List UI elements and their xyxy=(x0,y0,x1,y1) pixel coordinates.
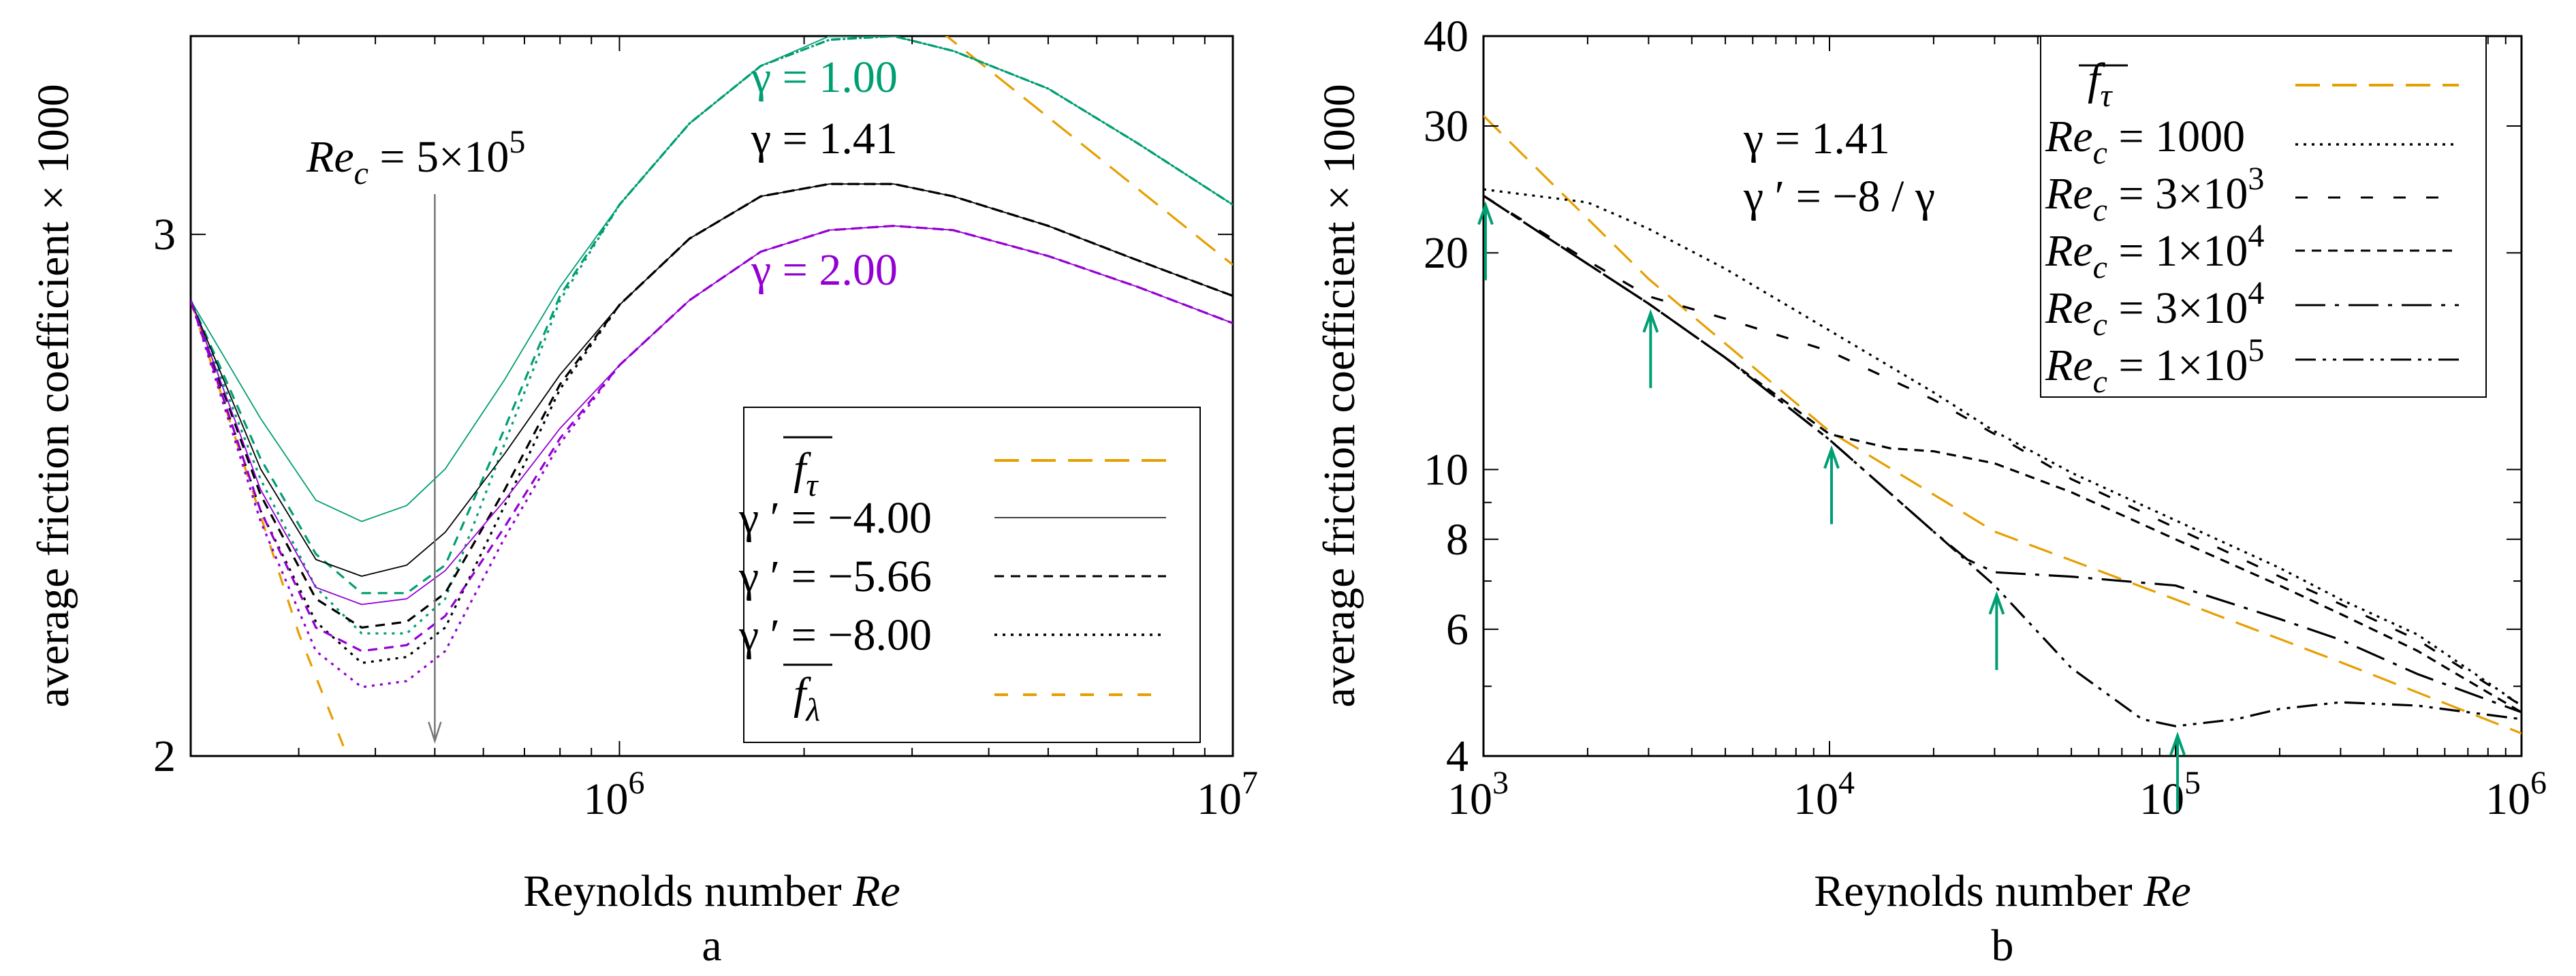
x-tick-label: 105 xyxy=(2139,765,2201,824)
legend-label-rec-3e3: Rec = 3×103 xyxy=(2045,161,2264,228)
legend-label-rec-1000: Rec = 1000 xyxy=(2045,112,2245,171)
series-line-7 xyxy=(191,183,1233,665)
y-tick-label: 2 xyxy=(153,731,176,781)
transition-arrowhead-4 xyxy=(2169,731,2186,755)
series-line-9 xyxy=(191,225,1233,652)
series-line-4 xyxy=(191,36,1233,635)
series-line-0 xyxy=(1483,114,2522,735)
legend-box xyxy=(2040,35,2487,398)
gamma-annotation-line-2: γ ′ = −8 / γ xyxy=(1743,172,1935,221)
legend-label-rec-1e5: Rec = 1×105 xyxy=(2045,332,2264,400)
panel-a: 106 107 2 3 Rec = 5×105 γ = 1.00 γ = 1.41 γ… xyxy=(29,35,1258,971)
panel-b: 103 104 105 106 4 6 8 10 20 30 40 γ = 1.41 γ ′ = −… xyxy=(1315,12,2547,971)
panel-b-y-axis-label: average friction coefficient × 1000 xyxy=(1315,84,1364,708)
series-line-4 xyxy=(1483,195,2522,714)
legend-label-rec-1e4: Rec = 1×104 xyxy=(2045,218,2264,285)
x-tick-label: 104 xyxy=(1793,765,1855,824)
panel-b-plot-frame xyxy=(1482,35,2523,757)
series-line-1 xyxy=(1483,188,2522,707)
transition-arrowhead-0 xyxy=(1477,201,1494,225)
x-tick-label: 107 xyxy=(1197,765,1258,824)
legend-box xyxy=(743,407,1201,743)
y-tick-label: 8 xyxy=(1446,515,1468,565)
panel-b-legend: fτ Rec = 1000 Rec = 3×103 Rec = 1×104 Re… xyxy=(2040,35,2487,400)
panel-b-transition-arrows xyxy=(1477,201,2186,811)
x-tick-label: 103 xyxy=(1447,765,1509,824)
re-symbol: Re xyxy=(306,132,354,182)
panel-a-label: a xyxy=(702,921,721,971)
gamma-label-1-00: γ = 1.00 xyxy=(751,52,898,102)
gamma-label-2-00: γ = 2.00 xyxy=(751,245,898,295)
transition-arrowhead-3 xyxy=(1988,591,2005,615)
transition-arrowhead-2 xyxy=(1823,445,1840,469)
y-tick-label: 40 xyxy=(1424,12,1468,61)
legend-label-f-tau: fτ xyxy=(794,444,819,503)
gamma-annotation-line-1: γ = 1.41 xyxy=(1743,114,1890,163)
series-line-2 xyxy=(1483,195,2522,707)
panel-b-label: b xyxy=(1992,921,2014,971)
panel-a-ticks-group: 106 107 2 3 xyxy=(153,36,1258,824)
y-tick-label: 3 xyxy=(153,210,176,259)
y-tick-label: 10 xyxy=(1424,445,1468,494)
series-line-0 xyxy=(945,36,1233,266)
re-subscript: c xyxy=(354,155,368,191)
y-tick-label: 30 xyxy=(1424,101,1468,151)
legend-label-gp-8: γ ′ = −8.00 xyxy=(738,610,932,660)
y-tick-label: 20 xyxy=(1424,228,1468,278)
legend-label-gp-4: γ ′ = −4.00 xyxy=(738,493,932,543)
panel-a-series-group xyxy=(191,36,1233,756)
series-line-5 xyxy=(1483,195,2522,727)
transition-marker-arrowhead xyxy=(428,721,442,744)
y-tick-label: 6 xyxy=(1446,605,1468,655)
y-tick-label: 4 xyxy=(1446,731,1468,781)
legend-label-f-tau: fτ xyxy=(2088,54,2113,114)
panel-b-ticks-group: 103 104 105 106 4 6 8 10 20 30 40 xyxy=(1424,12,2547,824)
re-value: = 5×10 xyxy=(368,132,509,182)
panel-b-x-axis-label: Reynolds number Re xyxy=(1814,866,2191,916)
legend-label-gp-5-66: γ ′ = −5.66 xyxy=(738,552,932,601)
panel-a-x-axis-label: Reynolds number Re xyxy=(523,866,900,916)
gamma-label-1-41: γ = 1.41 xyxy=(751,114,898,163)
x-tick-label: 106 xyxy=(2485,765,2547,824)
panel-b-series-group xyxy=(1483,114,2522,735)
x-tick-label: 106 xyxy=(583,765,644,824)
panel-a-legend: fτ γ ′ = −4.00 γ ′ = −5.66 γ ′ = −8.00 f… xyxy=(738,407,1201,743)
panel-a-y-axis-label: average friction coefficient × 1000 xyxy=(29,84,78,708)
transition-marker-label: Rec = 5×105 xyxy=(306,124,525,191)
panel-a-plot-frame xyxy=(189,35,1234,757)
legend-label-rec-3e4: Rec = 3×104 xyxy=(2045,275,2264,343)
transition-arrowhead-1 xyxy=(1642,309,1659,333)
re-exponent: 5 xyxy=(509,124,525,160)
